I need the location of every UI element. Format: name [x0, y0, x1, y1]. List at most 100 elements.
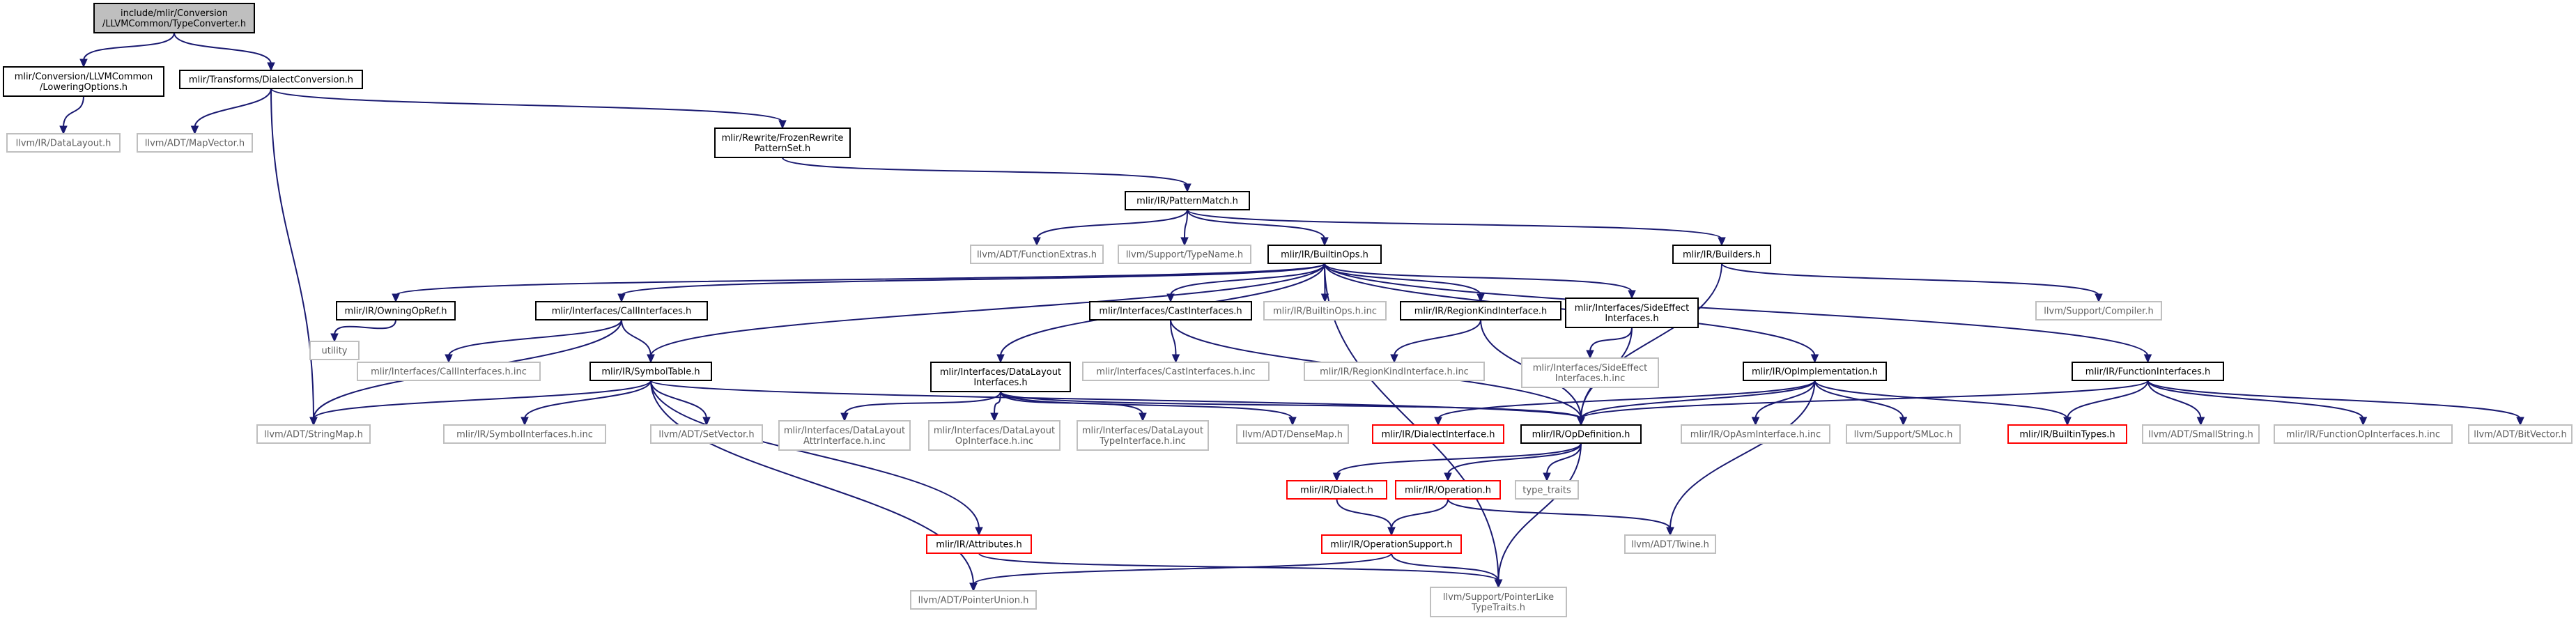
node-setvector[interactable]: llvm/ADT/SetVector.h: [650, 424, 763, 444]
node-box[interactable]: [1089, 301, 1252, 320]
node-funcextras[interactable]: llvm/ADT/FunctionExtras.h: [970, 245, 1104, 264]
node-box[interactable]: [1304, 362, 1485, 381]
node-sideeffectinc[interactable]: mlir/Interfaces/SideEffectInterfaces.h.i…: [1521, 357, 1659, 388]
node-box[interactable]: [256, 424, 371, 444]
node-box[interactable]: [1743, 362, 1887, 381]
node-symbolifacesinc[interactable]: mlir/IR/SymbolInterfaces.h.inc: [443, 424, 606, 444]
node-box[interactable]: [930, 362, 1071, 392]
node-attributes[interactable]: mlir/IR/Attributes.h: [926, 534, 1032, 554]
node-funcifaces[interactable]: mlir/IR/FunctionInterfaces.h: [2072, 362, 2224, 381]
node-root[interactable]: include/mlir/Conversion/LLVMCommon/TypeC…: [93, 3, 255, 33]
node-box[interactable]: [443, 424, 606, 444]
node-box[interactable]: [1400, 301, 1561, 320]
node-regionkindinc[interactable]: mlir/IR/RegionKindInterface.h.inc: [1304, 362, 1485, 381]
node-box[interactable]: [1681, 424, 1830, 444]
node-compiler[interactable]: llvm/Support/Compiler.h: [2035, 301, 2162, 320]
node-box[interactable]: [1082, 362, 1270, 381]
node-box[interactable]: [3, 66, 164, 97]
node-typetraits[interactable]: type_traits: [1515, 480, 1579, 500]
node-box[interactable]: [93, 3, 255, 33]
node-pointerunion[interactable]: llvm/ADT/PointerUnion.h: [910, 590, 1037, 610]
node-box[interactable]: [2142, 424, 2260, 444]
node-box[interactable]: [926, 534, 1032, 554]
node-builders[interactable]: mlir/IR/Builders.h: [1672, 245, 1771, 264]
node-box[interactable]: [1846, 424, 1961, 444]
node-box[interactable]: [137, 133, 253, 153]
node-owningopref[interactable]: mlir/IR/OwningOpRef.h: [336, 301, 456, 320]
node-box[interactable]: [1263, 301, 1387, 320]
node-castifacesinc[interactable]: mlir/Interfaces/CastInterfaces.h.inc: [1082, 362, 1270, 381]
node-box[interactable]: [1624, 534, 1716, 554]
node-box[interactable]: [1321, 534, 1462, 554]
node-patternmatch[interactable]: mlir/IR/PatternMatch.h: [1125, 191, 1250, 210]
node-opdef[interactable]: mlir/IR/OpDefinition.h: [1520, 424, 1642, 444]
node-dialect[interactable]: mlir/IR/Dialect.h: [1286, 480, 1387, 500]
node-box[interactable]: [2035, 301, 2162, 320]
node-box[interactable]: [970, 245, 1104, 264]
node-box[interactable]: [1520, 424, 1642, 444]
node-utility[interactable]: utility: [309, 341, 360, 360]
node-box[interactable]: [1672, 245, 1771, 264]
node-lowering[interactable]: mlir/Conversion/LLVMCommon/LoweringOptio…: [3, 66, 164, 97]
node-operation[interactable]: mlir/IR/Operation.h: [1395, 480, 1501, 500]
node-typename[interactable]: llvm/Support/TypeName.h: [1118, 245, 1251, 264]
node-builtinopsinc[interactable]: mlir/IR/BuiltinOps.h.inc: [1263, 301, 1387, 320]
node-box[interactable]: [1521, 357, 1659, 388]
node-box[interactable]: [2072, 362, 2224, 381]
node-stringmap[interactable]: llvm/ADT/StringMap.h: [256, 424, 371, 444]
node-box[interactable]: [1430, 587, 1567, 617]
node-builtintypes[interactable]: mlir/IR/BuiltinTypes.h: [2007, 424, 2127, 444]
node-box[interactable]: [1077, 420, 1209, 451]
node-callifaces[interactable]: mlir/Interfaces/CallInterfaces.h: [535, 301, 708, 320]
node-box[interactable]: [1286, 480, 1387, 500]
node-mapvector[interactable]: llvm/ADT/MapVector.h: [137, 133, 253, 153]
node-dialectconv[interactable]: mlir/Transforms/DialectConversion.h: [179, 70, 363, 89]
node-box[interactable]: [336, 301, 456, 320]
node-box[interactable]: [1395, 480, 1501, 500]
node-box[interactable]: [535, 301, 708, 320]
node-smloc[interactable]: llvm/Support/SMLoc.h: [1846, 424, 1961, 444]
node-dltypeinc[interactable]: mlir/Interfaces/DataLayoutTypeInterface.…: [1077, 420, 1209, 451]
node-box[interactable]: [309, 341, 360, 360]
node-box[interactable]: [650, 424, 763, 444]
node-box[interactable]: [714, 128, 851, 158]
node-dlattrinc[interactable]: mlir/Interfaces/DataLayoutAttrInterface.…: [778, 420, 911, 451]
node-opimpl[interactable]: mlir/IR/OpImplementation.h: [1743, 362, 1887, 381]
node-opasminc[interactable]: mlir/IR/OpAsmInterface.h.inc: [1681, 424, 1830, 444]
node-box[interactable]: [1125, 191, 1250, 210]
node-box[interactable]: [910, 590, 1037, 610]
node-box[interactable]: [928, 420, 1061, 451]
node-box[interactable]: [1236, 424, 1349, 444]
node-datalayout[interactable]: llvm/IR/DataLayout.h: [6, 133, 121, 153]
node-box[interactable]: [589, 362, 712, 381]
node-castifaces[interactable]: mlir/Interfaces/CastInterfaces.h: [1089, 301, 1252, 320]
node-box[interactable]: [1565, 298, 1699, 328]
node-funcopinc[interactable]: mlir/IR/FunctionOpInterfaces.h.inc: [2274, 424, 2453, 444]
node-callifacesinc[interactable]: mlir/Interfaces/CallInterfaces.h.inc: [357, 362, 541, 381]
node-box[interactable]: [1267, 245, 1382, 264]
node-box[interactable]: [357, 362, 541, 381]
node-bitvector[interactable]: llvm/ADT/BitVector.h: [2468, 424, 2573, 444]
node-densemap[interactable]: llvm/ADT/DenseMap.h: [1236, 424, 1349, 444]
node-box[interactable]: [179, 70, 363, 89]
node-builtinops[interactable]: mlir/IR/BuiltinOps.h: [1267, 245, 1382, 264]
node-symboltable[interactable]: mlir/IR/SymbolTable.h: [589, 362, 712, 381]
node-box[interactable]: [1372, 424, 1504, 444]
node-opsupport[interactable]: mlir/IR/OperationSupport.h: [1321, 534, 1462, 554]
node-dlopinc[interactable]: mlir/Interfaces/DataLayoutOpInterface.h.…: [928, 420, 1061, 451]
node-dialectiface[interactable]: mlir/IR/DialectInterface.h: [1372, 424, 1504, 444]
node-box[interactable]: [6, 133, 121, 153]
node-box[interactable]: [2274, 424, 2453, 444]
node-box[interactable]: [778, 420, 911, 451]
node-smallstring[interactable]: llvm/ADT/SmallString.h: [2142, 424, 2260, 444]
node-twine[interactable]: llvm/ADT/Twine.h: [1624, 534, 1716, 554]
node-regionkind[interactable]: mlir/IR/RegionKindInterface.h: [1400, 301, 1561, 320]
node-box[interactable]: [1118, 245, 1251, 264]
node-box[interactable]: [2468, 424, 2573, 444]
node-box[interactable]: [1515, 480, 1579, 500]
node-box[interactable]: [2007, 424, 2127, 444]
